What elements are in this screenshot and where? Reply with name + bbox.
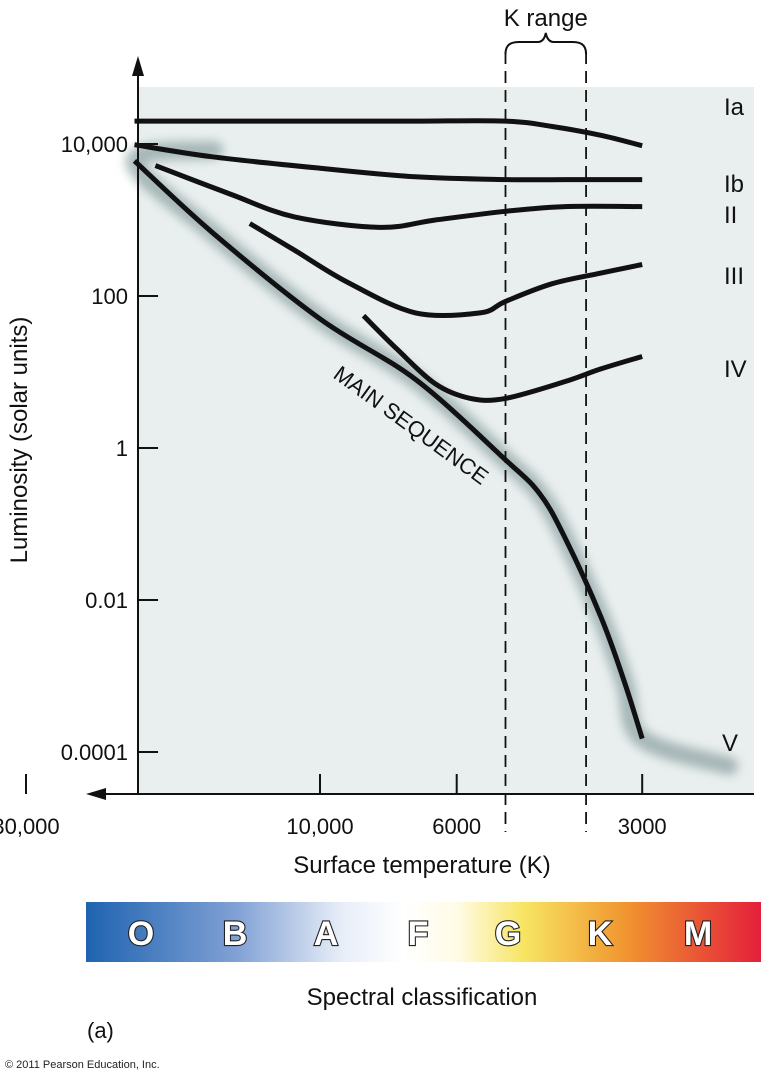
x-tick-label: 3000 (618, 814, 667, 839)
luminosity-class-label-v: V (722, 730, 738, 757)
x-axis-arrow (86, 788, 106, 800)
y-tick-label: 0.01 (85, 588, 128, 613)
spectral-class-g: G (495, 915, 521, 953)
y-tick-label: 10,000 (61, 132, 128, 157)
series-v-line (132, 159, 645, 740)
luminosity-class-label-ii: II (724, 202, 737, 229)
luminosity-class-label-ib: Ib (724, 171, 744, 198)
spectral-class-f: F (408, 915, 429, 953)
y-tick-label: 100 (91, 284, 128, 309)
spectral-bar (86, 902, 761, 962)
x-tick-label: 6000 (432, 814, 481, 839)
series-iii-line (248, 221, 643, 319)
spectral-class-a: A (314, 915, 339, 953)
spectral-class-k: K (588, 915, 613, 953)
series-iv-line (361, 313, 643, 403)
y-tick-label: 0.0001 (61, 740, 128, 765)
y-axis-arrow (132, 56, 144, 76)
panel-label: (a) (87, 1018, 114, 1043)
spectral-class-m: M (684, 915, 712, 953)
x-tick-label: 10,000 (286, 814, 353, 839)
plot-background (138, 87, 754, 794)
luminosity-class-label-iv: IV (724, 356, 747, 383)
spectral-class-o: O (128, 915, 154, 953)
y-tick-label: 1 (116, 436, 128, 461)
x-tick-label: 30,000 (0, 814, 60, 839)
luminosity-class-label-ia: Ia (724, 94, 745, 121)
series-ib-line (134, 142, 643, 183)
luminosity-class-label-iii: III (724, 263, 744, 290)
k-range-label: K range (504, 5, 588, 32)
y-axis-title: Luminosity (solar units) (6, 317, 33, 564)
spectral-class-b: B (223, 915, 248, 953)
k-range-brace (504, 32, 588, 55)
x-axis-title: Surface temperature (K) (293, 852, 550, 879)
series-ii-line (154, 163, 643, 230)
copyright-notice: © 2011 Pearson Education, Inc. (5, 1059, 160, 1071)
spectral-classification-caption: Spectral classification (307, 984, 538, 1011)
series-ia-line (134, 118, 643, 149)
